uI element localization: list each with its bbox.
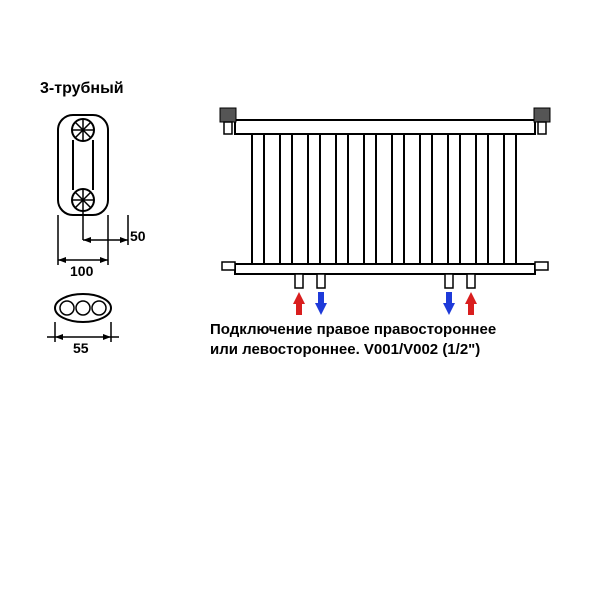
section-title: 3-трубный [40, 80, 124, 98]
cross-section-bottom: 55 [45, 290, 145, 365]
diagram-container: 3-трубный [0, 0, 600, 600]
tubes [252, 134, 516, 264]
arrow-right-pair [443, 292, 477, 315]
cross-section-top: 50 100 [48, 110, 168, 285]
caption-line1: Подключение правое правостороннее [210, 321, 496, 338]
caption-line2: или левостороннее. V001/V002 (1/2") [210, 341, 480, 358]
connection-caption: Подключение правое правостороннее или ле… [210, 320, 550, 359]
dim-55: 55 [73, 340, 89, 356]
dim-50: 50 [130, 228, 146, 244]
arrow-left-pair [293, 292, 327, 315]
dim-100: 100 [70, 263, 93, 279]
radiator-main-view [210, 100, 570, 325]
